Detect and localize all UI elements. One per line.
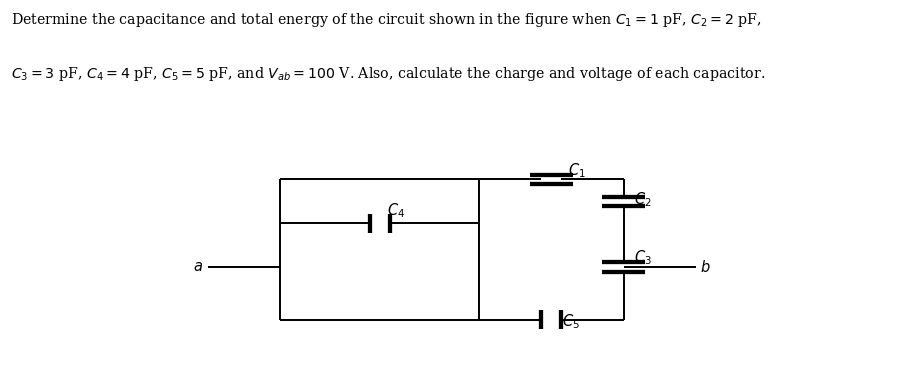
Text: $C_2$: $C_2$ [634, 190, 652, 209]
Text: $C_5$: $C_5$ [562, 313, 580, 331]
Text: $a$: $a$ [194, 260, 204, 274]
Text: $b$: $b$ [701, 259, 711, 275]
Text: $C_3$: $C_3$ [634, 248, 653, 267]
Text: $C_1$: $C_1$ [568, 161, 585, 180]
Text: $C_3 = 3$ pF, $C_4 = 4$ pF, $C_5 = 5$ pF, and $V_{ab} = 100$ V. Also, calculate : $C_3 = 3$ pF, $C_4 = 4$ pF, $C_5 = 5$ pF… [11, 65, 765, 82]
Text: $C_4$: $C_4$ [387, 202, 405, 220]
Text: Determine the capacitance and total energy of the circuit shown in the figure wh: Determine the capacitance and total ener… [11, 11, 762, 29]
